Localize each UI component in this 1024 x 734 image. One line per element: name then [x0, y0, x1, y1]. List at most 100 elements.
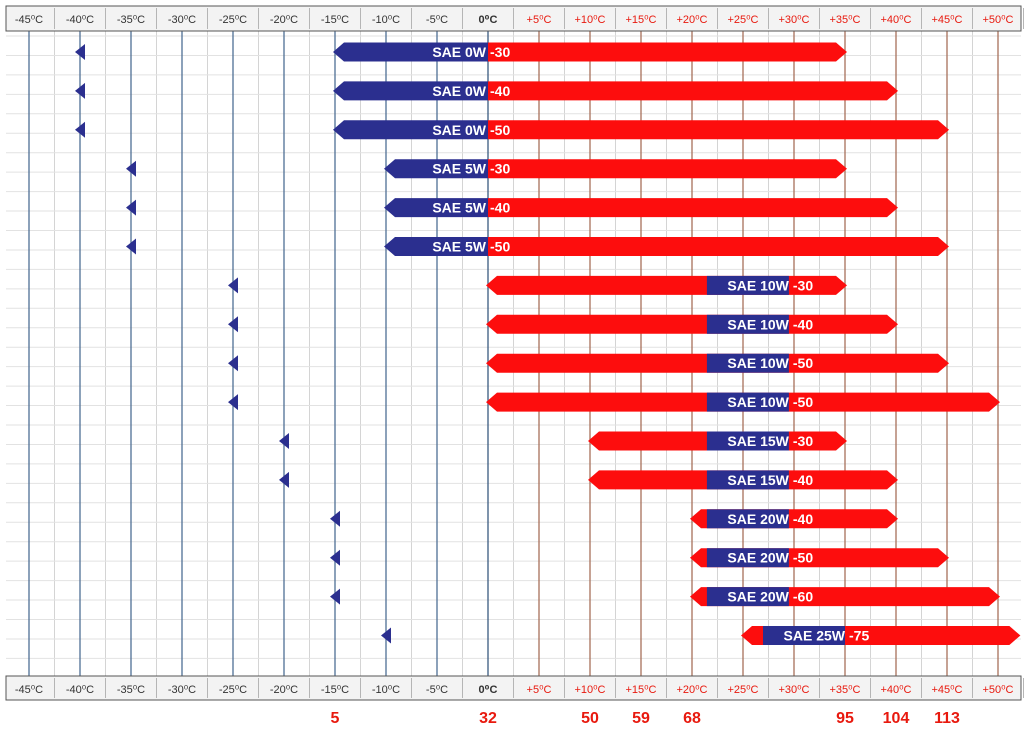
bottom-tick-label: +10⁰C: [574, 684, 605, 696]
top-tick-label: -40⁰C: [66, 14, 94, 26]
bottom-tick-label: -20⁰C: [270, 684, 298, 696]
top-tick-label: -15⁰C: [321, 14, 349, 26]
bottom-tick-label: -30⁰C: [168, 684, 196, 696]
hot-grade-label: -40: [793, 511, 813, 527]
min-temp-marker: [330, 549, 340, 566]
grade-label: SAE 20W: [727, 589, 789, 605]
top-tick-label: +25⁰C: [727, 14, 758, 26]
min-temp-marker: [75, 121, 85, 138]
min-temp-marker: [279, 433, 289, 449]
bottom-tick-label: -5⁰C: [426, 684, 448, 696]
hot-grade-label: -50: [490, 239, 510, 255]
fahrenheit-label: 104: [883, 710, 910, 727]
cold-label-box: [706, 548, 789, 568]
warm-range-bar: [488, 81, 898, 101]
top-tick-label: -35⁰C: [117, 14, 145, 26]
fahrenheit-label: 95: [836, 710, 854, 727]
cold-range-bar: [333, 120, 488, 140]
hot-grade-label: -75: [849, 628, 869, 644]
bottom-tick-label: +25⁰C: [727, 684, 758, 696]
min-temp-marker: [228, 316, 238, 333]
bottom-tick-label: +15⁰C: [625, 684, 656, 696]
warm-range-bar: [488, 198, 898, 218]
top-axis: -45⁰C -40⁰C -35⁰C -30⁰C -25⁰C -20⁰C -15⁰C -10⁰C…: [5, 5, 1024, 32]
cold-label-box: [763, 626, 845, 645]
grade-label: SAE 5W: [432, 161, 486, 177]
grade-label: SAE 5W: [432, 239, 486, 255]
cold-range-bar: [384, 159, 488, 179]
top-tick-label: +30⁰C: [778, 14, 809, 26]
bottom-tick-label: -25⁰C: [219, 684, 247, 696]
bottom-tick-label: +35⁰C: [829, 684, 860, 696]
fahrenheit-labels: 5 32 50 59 68 95 104 113: [331, 710, 960, 727]
warm-range-bar: [486, 314, 898, 334]
min-temp-marker: [126, 238, 136, 255]
min-temp-marker: [228, 355, 238, 372]
bottom-tick-label: -40⁰C: [66, 684, 94, 696]
hot-grade-label: -30: [490, 161, 510, 177]
top-tick-label: -30⁰C: [168, 14, 196, 26]
grade-label: SAE 20W: [727, 511, 789, 527]
cold-label-box: [706, 353, 789, 373]
grade-label: SAE 20W: [727, 550, 789, 566]
grade-label: SAE 10W: [727, 394, 789, 410]
bottom-tick-label: +20⁰C: [676, 684, 707, 696]
warm-range-bar: [488, 237, 949, 256]
bottom-axis: -45⁰C -40⁰C -35⁰C -30⁰C -25⁰C -20⁰C -15⁰C -10⁰C…: [5, 675, 1024, 701]
top-tick-label: +20⁰C: [676, 14, 707, 26]
bottom-tick-label: +45⁰C: [931, 684, 962, 696]
hot-grade-label: -60: [793, 589, 813, 605]
bottom-tick-label: 0⁰C: [479, 684, 498, 696]
hot-grade-label: -40: [793, 316, 813, 332]
grade-label: SAE 25W: [784, 628, 846, 644]
cold-range-bar: [333, 81, 488, 101]
hot-grade-label: -30: [490, 44, 510, 60]
top-tick-label: +15⁰C: [625, 14, 656, 26]
bottom-tick-label: +5⁰C: [527, 684, 552, 696]
top-tick-label: +40⁰C: [880, 14, 911, 26]
fahrenheit-label: 50: [581, 710, 599, 727]
bottom-tick-label: -15⁰C: [321, 684, 349, 696]
hot-grade-label: -40: [793, 472, 813, 488]
top-tick-label: +35⁰C: [829, 14, 860, 26]
hot-grade-label: -30: [793, 433, 813, 449]
cold-label-box: [706, 314, 789, 334]
grade-label: SAE 15W: [727, 472, 789, 488]
top-tick-label: 0⁰C: [479, 14, 498, 26]
bottom-tick-label: -45⁰C: [15, 684, 43, 696]
min-temp-markers: [75, 44, 391, 644]
fahrenheit-label: 59: [632, 710, 650, 727]
min-temp-marker: [75, 82, 85, 99]
min-temp-marker: [330, 510, 340, 527]
fahrenheit-label: 68: [683, 710, 701, 727]
cold-label-box: [706, 431, 789, 451]
bottom-tick-label: -10⁰C: [372, 684, 400, 696]
top-tick-label: +50⁰C: [982, 14, 1013, 26]
grade-label: SAE 5W: [432, 200, 486, 216]
warm-range-bar: [488, 120, 949, 140]
grade-label: SAE 0W: [432, 83, 486, 99]
bottom-tick-label: +30⁰C: [778, 684, 809, 696]
min-temp-marker: [126, 160, 136, 177]
min-temp-marker: [330, 588, 340, 605]
hot-grade-label: -40: [490, 83, 510, 99]
cold-label-box: [706, 470, 789, 490]
min-temp-marker: [279, 471, 289, 488]
min-temp-marker: [228, 394, 238, 411]
min-temp-marker: [228, 277, 238, 294]
top-tick-label: -45⁰C: [15, 14, 43, 26]
top-tick-label: +45⁰C: [931, 14, 962, 26]
hot-grade-label: -40: [490, 200, 510, 216]
grade-label: SAE 10W: [727, 355, 789, 371]
cold-label-box: [706, 509, 789, 529]
fahrenheit-label: 32: [479, 710, 497, 727]
hot-grade-label: -50: [793, 355, 813, 371]
top-tick-label: -25⁰C: [219, 14, 247, 26]
bottom-tick-label: -35⁰C: [117, 684, 145, 696]
cold-range-bar: [333, 42, 488, 62]
bottom-tick-label: +40⁰C: [880, 684, 911, 696]
warm-range-bar: [488, 42, 847, 62]
grade-label: SAE 10W: [727, 316, 789, 332]
